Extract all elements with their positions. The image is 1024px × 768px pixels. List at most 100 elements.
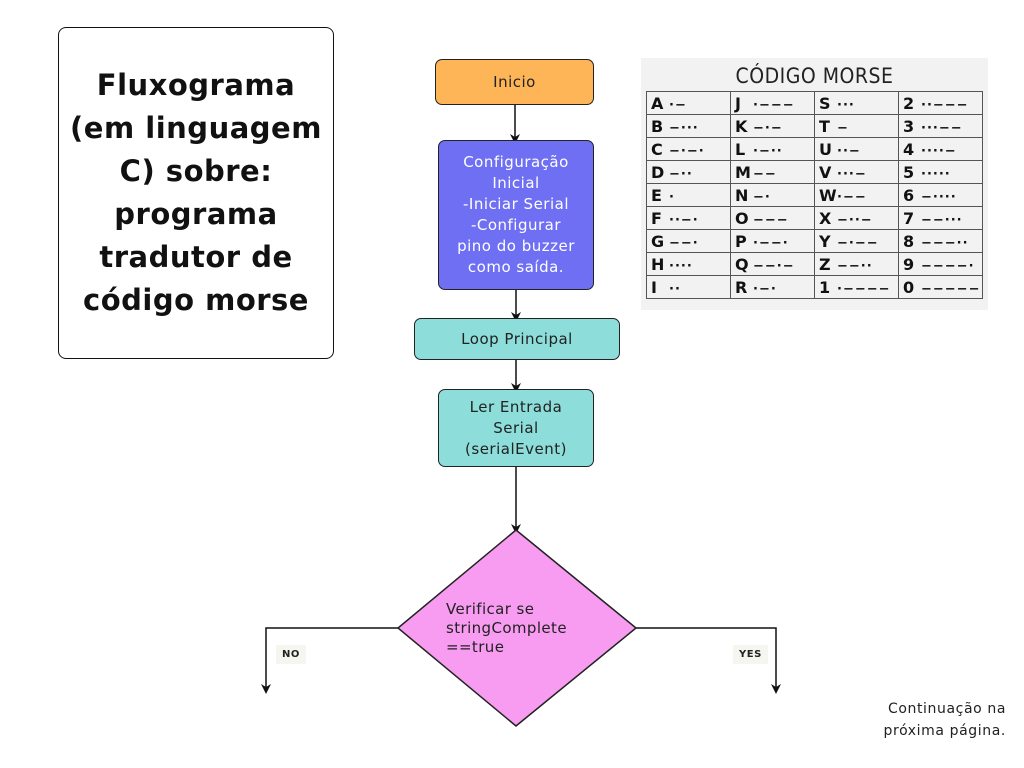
morse-code: ·−·· xyxy=(753,143,783,159)
morse-cell: 7 −−··· xyxy=(898,206,983,230)
morse-char: B xyxy=(651,116,664,136)
morse-code: ·· xyxy=(669,281,681,297)
morse-cell: K −·− xyxy=(730,114,815,138)
morse-char: 8 xyxy=(903,231,915,251)
morse-chart: CÓDIGO MORSE A ·− J ·−−− S ··· 2 ··−−− B −··· K −·−… xyxy=(641,58,988,310)
morse-cell: D −·· xyxy=(646,160,731,184)
morse-cell: L ·−·· xyxy=(730,137,815,161)
morse-cell: 4 ····− xyxy=(898,137,983,161)
morse-char: K xyxy=(735,116,748,136)
morse-code: −−·− xyxy=(753,258,795,274)
morse-row: C −·−· L ·−·· U ··− 4 ····− xyxy=(646,137,983,161)
morse-cell: O −−− xyxy=(730,206,815,230)
morse-code: ··− xyxy=(837,143,861,159)
morse-cell: W·−− xyxy=(814,183,899,207)
morse-code: ·−−−− xyxy=(837,281,891,297)
morse-cell: 8 −−−·· xyxy=(898,229,983,253)
morse-row: F ··−· O −−− X −··− 7 −−··· xyxy=(646,206,983,230)
morse-char: R xyxy=(735,277,748,297)
decision-diamond xyxy=(396,529,638,727)
morse-char: Z xyxy=(819,254,831,274)
morse-char: X xyxy=(819,208,832,228)
morse-char: 2 xyxy=(903,93,915,113)
morse-cell: G −−· xyxy=(646,229,731,253)
morse-char: I xyxy=(651,277,657,297)
morse-code: ···− xyxy=(837,166,867,182)
morse-char: P xyxy=(735,231,747,251)
morse-char: D xyxy=(651,162,665,182)
morse-code: ·−−· xyxy=(753,235,789,251)
morse-char: N xyxy=(735,185,749,205)
diagram-title-box: Fluxograma (em linguagem C) sobre: progr… xyxy=(58,27,334,359)
morse-char: 7 xyxy=(903,208,915,228)
morse-cell: Q −−·− xyxy=(730,252,815,276)
morse-char: Y xyxy=(819,231,831,251)
morse-char: L xyxy=(735,139,746,159)
morse-code: −−· xyxy=(669,235,699,251)
config-node: Configuração Inicial -Iniciar Serial -Co… xyxy=(438,140,594,290)
morse-code: · xyxy=(669,189,675,205)
morse-code: ··· xyxy=(837,97,855,113)
morse-code: −···· xyxy=(921,189,957,205)
morse-char: C xyxy=(651,139,663,159)
morse-cell: Y −·−− xyxy=(814,229,899,253)
morse-code: ···−− xyxy=(921,120,963,136)
morse-code: ·−− xyxy=(837,189,867,205)
morse-code: ····− xyxy=(921,143,957,159)
morse-code: ·−· xyxy=(753,281,777,297)
morse-cell: A ·− xyxy=(646,91,731,115)
morse-code: −−−·· xyxy=(921,235,969,251)
branch-no-line xyxy=(261,627,398,694)
morse-char: J xyxy=(735,93,741,113)
morse-row: D −·· M −− V ···− 5 ····· xyxy=(646,160,983,184)
morse-code: ·−−− xyxy=(753,97,795,113)
morse-char: E xyxy=(651,185,662,205)
morse-code: −−−−· xyxy=(921,258,975,274)
morse-cell: C −·−· xyxy=(646,137,731,161)
morse-char: O xyxy=(735,208,749,228)
morse-char: T xyxy=(819,116,830,136)
morse-table: A ·− J ·−−− S ··· 2 ··−−− B −··· K −·− T −3 ···−− C −·−·… xyxy=(646,91,983,299)
morse-cell: S ··· xyxy=(814,91,899,115)
morse-code: ··−−− xyxy=(921,97,969,113)
morse-char: 4 xyxy=(903,139,915,159)
morse-char: 3 xyxy=(903,116,915,136)
morse-cell: H ···· xyxy=(646,252,731,276)
morse-char: 0 xyxy=(903,277,915,297)
morse-char: G xyxy=(651,231,665,251)
morse-cell: Z −−·· xyxy=(814,252,899,276)
morse-code: ···· xyxy=(669,258,693,274)
morse-char: 9 xyxy=(903,254,915,274)
continuation-note: Continuação na próxima página. xyxy=(883,701,1006,739)
morse-cell: M −− xyxy=(730,160,815,184)
morse-code: −−··· xyxy=(921,212,963,228)
morse-cell: X −··− xyxy=(814,206,899,230)
morse-char: 5 xyxy=(903,162,915,182)
morse-code: −−−−− xyxy=(921,281,981,297)
morse-code: −· xyxy=(753,189,771,205)
morse-char: U xyxy=(819,139,832,159)
morse-cell: 3 ···−− xyxy=(898,114,983,138)
branch-no-label: NO xyxy=(276,645,306,664)
morse-cell: 0 −−−−− xyxy=(898,275,983,299)
decision-label: Verificar se stringComplete ==true xyxy=(446,600,567,656)
morse-row: E · N −· W·−− 6 −···· xyxy=(646,183,983,207)
morse-code: −·−− xyxy=(837,235,879,251)
branch-yes-label: YES xyxy=(733,645,768,664)
morse-char: S xyxy=(819,93,831,113)
morse-cell: B −··· xyxy=(646,114,731,138)
morse-char: 6 xyxy=(903,185,915,205)
morse-char: H xyxy=(651,254,665,274)
morse-char: W xyxy=(819,185,837,205)
morse-code: −−·· xyxy=(837,258,873,274)
morse-cell: 1 ·−−−− xyxy=(814,275,899,299)
morse-code: −·− xyxy=(753,120,783,136)
morse-row: A ·− J ·−−− S ··· 2 ··−−− xyxy=(646,91,983,115)
morse-cell: N −· xyxy=(730,183,815,207)
morse-cell: R ·−· xyxy=(730,275,815,299)
morse-code: ····· xyxy=(921,166,951,182)
morse-cell: F ··−· xyxy=(646,206,731,230)
morse-code: −·· xyxy=(669,166,693,182)
morse-code: ··−· xyxy=(669,212,699,228)
